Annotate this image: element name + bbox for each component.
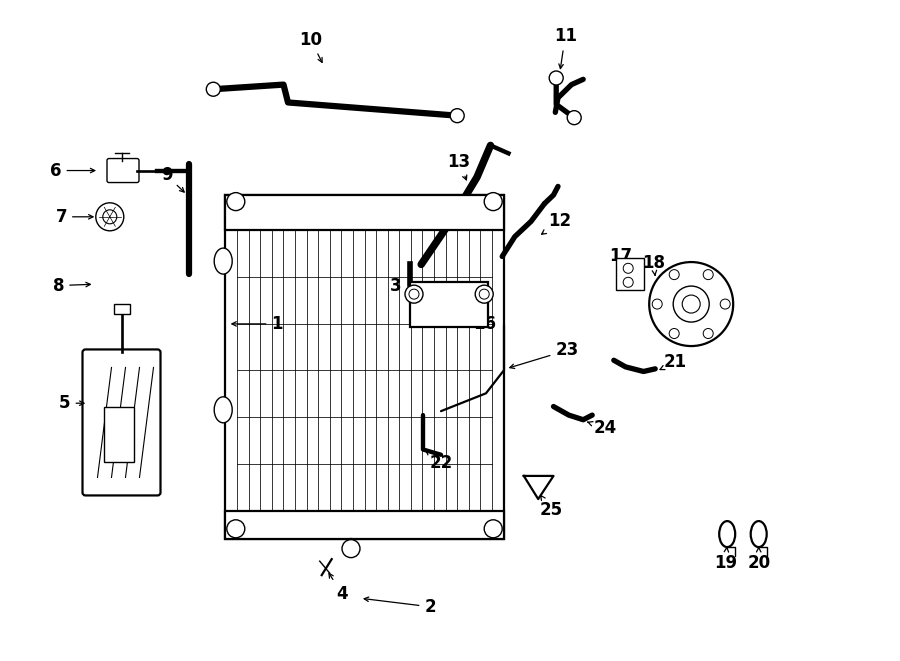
Circle shape [103, 210, 117, 224]
Text: 8: 8 [53, 276, 90, 295]
Circle shape [206, 82, 220, 97]
Bar [225, 195, 504, 230]
Circle shape [409, 289, 419, 299]
Text: 5: 5 [59, 394, 84, 412]
Circle shape [682, 295, 700, 313]
Circle shape [484, 192, 502, 211]
Bar [225, 195, 504, 539]
Text: 15: 15 [423, 293, 446, 312]
Text: 20: 20 [747, 547, 770, 572]
Bar [113, 305, 130, 315]
Text: 2: 2 [364, 597, 436, 616]
Text: 4: 4 [329, 573, 347, 603]
Text: 18: 18 [642, 254, 665, 275]
Text: 7: 7 [56, 208, 93, 226]
Text: 17: 17 [609, 247, 633, 268]
Text: 25: 25 [539, 496, 562, 520]
Circle shape [652, 299, 662, 309]
Text: 22: 22 [426, 450, 453, 472]
Text: 11: 11 [554, 27, 577, 69]
Circle shape [623, 263, 634, 273]
Circle shape [567, 110, 581, 125]
Text: 14: 14 [444, 293, 467, 312]
Text: 10: 10 [299, 30, 322, 62]
Text: 3: 3 [391, 276, 410, 296]
Circle shape [475, 285, 493, 303]
Circle shape [703, 270, 713, 280]
Text: 9: 9 [161, 166, 184, 192]
Bar [410, 282, 488, 327]
Text: 16: 16 [472, 315, 496, 333]
FancyBboxPatch shape [107, 159, 139, 182]
Circle shape [227, 520, 245, 538]
Circle shape [670, 329, 680, 338]
Bar [104, 407, 133, 463]
Bar [225, 511, 504, 539]
Text: 1: 1 [232, 315, 283, 333]
Circle shape [670, 270, 680, 280]
Ellipse shape [719, 521, 735, 547]
Circle shape [703, 329, 713, 338]
Circle shape [342, 539, 360, 558]
Circle shape [549, 71, 563, 85]
Text: 6: 6 [50, 161, 94, 180]
Circle shape [450, 108, 464, 123]
Circle shape [623, 278, 634, 288]
Bar [616, 258, 644, 290]
Text: 12: 12 [542, 212, 572, 234]
Circle shape [95, 203, 124, 231]
Text: 23: 23 [509, 341, 579, 368]
Circle shape [720, 299, 730, 309]
Text: 19: 19 [714, 547, 737, 572]
Ellipse shape [751, 521, 767, 547]
Circle shape [479, 289, 490, 299]
Circle shape [649, 262, 734, 346]
Text: 13: 13 [447, 153, 471, 180]
Ellipse shape [214, 248, 232, 274]
Text: 24: 24 [588, 419, 617, 438]
FancyBboxPatch shape [83, 350, 160, 496]
Circle shape [484, 520, 502, 538]
Ellipse shape [214, 397, 232, 423]
Text: 21: 21 [660, 353, 687, 371]
Circle shape [405, 285, 423, 303]
Circle shape [673, 286, 709, 322]
Circle shape [227, 192, 245, 211]
